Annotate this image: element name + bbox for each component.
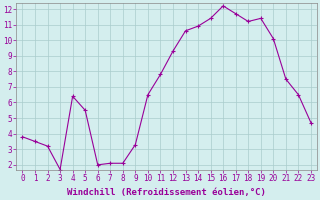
X-axis label: Windchill (Refroidissement éolien,°C): Windchill (Refroidissement éolien,°C) bbox=[67, 188, 266, 197]
